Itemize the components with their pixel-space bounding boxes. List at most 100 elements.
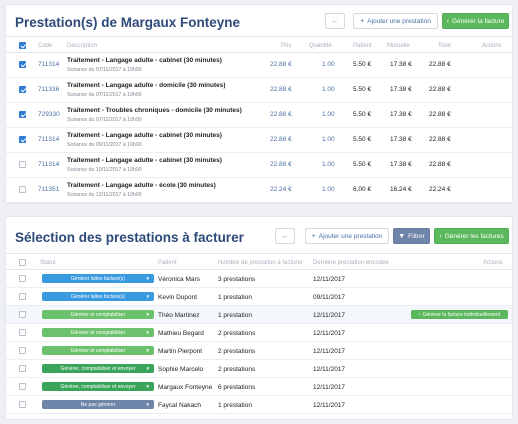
chevron-down-icon: ▼ bbox=[145, 384, 150, 389]
row-checkbox[interactable] bbox=[19, 401, 26, 408]
status-select[interactable]: Générer, comptabiliser et envoyer ▼ bbox=[42, 364, 154, 373]
row-prestation-count: 6 prestations bbox=[218, 384, 256, 391]
row-total: 22.88 € bbox=[429, 111, 451, 118]
chevron-down-icon: ▼ bbox=[145, 366, 150, 371]
row-patient: 5.50 € bbox=[353, 111, 372, 118]
add-prestation-button[interactable]: + Ajouter une prestation bbox=[305, 228, 389, 244]
generate-individual-label: Générer la facture individuellement bbox=[422, 311, 501, 318]
chevron-down-icon: ▼ bbox=[145, 276, 150, 281]
chevron-down-icon: ▼ bbox=[145, 348, 150, 353]
status-label: Générer, comptabiliser et envoyer bbox=[60, 383, 136, 390]
add-prestation-button[interactable]: + Ajouter une prestation bbox=[353, 13, 438, 29]
divider bbox=[6, 269, 512, 270]
status-select[interactable]: Générer et comptabiliser ▼ bbox=[42, 310, 154, 319]
row-last-date: 12/11/2017 bbox=[313, 384, 346, 391]
row-description: Traitement - Troubles chroniques - domic… bbox=[67, 107, 242, 114]
divider bbox=[6, 36, 512, 37]
row-total: 22.88 € bbox=[429, 61, 451, 68]
col-statut: Statut bbox=[40, 260, 56, 266]
status-select[interactable]: Ne pas générer ▼ bbox=[42, 400, 154, 409]
row-code[interactable]: 711314 bbox=[38, 136, 60, 143]
row-code[interactable]: 729330 bbox=[38, 111, 60, 118]
row-patient-name: Sophie Marcelo bbox=[158, 366, 204, 373]
row-checkbox[interactable] bbox=[19, 275, 26, 282]
chevron-down-icon: ▼ bbox=[145, 330, 150, 335]
row-last-date: 12/11/2017 bbox=[313, 276, 346, 283]
row-code[interactable]: 711314 bbox=[38, 61, 60, 68]
row-checkbox[interactable] bbox=[19, 186, 26, 193]
row-quantite: 1.00 bbox=[322, 136, 335, 143]
table-row[interactable]: Générer la/les facture(s) ▼ Véronica Mars 3… bbox=[6, 270, 512, 288]
row-checkbox[interactable] bbox=[19, 111, 26, 118]
row-description: Traitement - Langage adulte - cabinet (3… bbox=[67, 57, 222, 64]
filter-label: Filtrer bbox=[408, 232, 425, 240]
status-select[interactable]: Générer et comptabiliser ▼ bbox=[42, 346, 154, 355]
table-row[interactable]: 711314 Traitement - Langage adulte - cabi… bbox=[6, 153, 512, 178]
generate-invoices-label: Générer les factures bbox=[444, 232, 504, 240]
row-patient-name: Kevin Dupont bbox=[158, 294, 198, 301]
row-patient: 6.00 € bbox=[353, 186, 372, 193]
select-all-checkbox[interactable] bbox=[19, 259, 26, 266]
status-select[interactable]: Générer la/les facture(s) ▼ bbox=[42, 292, 154, 301]
row-checkbox[interactable] bbox=[19, 311, 26, 318]
row-prestation-count: 1 prestation bbox=[218, 402, 252, 409]
row-patient-name: Margaux Fonteyne bbox=[158, 384, 213, 391]
col-actions: Actions bbox=[482, 43, 502, 49]
row-last-date: 12/11/2017 bbox=[313, 330, 346, 337]
selection-card: Sélection des prestations à facturer ← +… bbox=[5, 216, 513, 420]
row-patient-name: Mathieu Begard bbox=[158, 330, 204, 337]
table-row[interactable]: Générer, comptabiliser et envoyer ▼ Sophie… bbox=[6, 360, 512, 378]
row-checkbox[interactable] bbox=[19, 61, 26, 68]
row-checkbox[interactable] bbox=[19, 383, 26, 390]
row-quantite: 1.00 bbox=[322, 61, 335, 68]
table-row[interactable]: Générer et comptabiliser ▼ Martin Pierpont… bbox=[6, 342, 512, 360]
col-total: Total bbox=[438, 43, 451, 49]
table-row[interactable]: Générer, comptabiliser et envoyer ▼ Margau… bbox=[6, 378, 512, 396]
table-row[interactable]: 729330 Traitement - Troubles chroniques -… bbox=[6, 103, 512, 128]
back-button[interactable]: ← bbox=[325, 13, 345, 29]
filter-button[interactable]: ▼ Filtrer bbox=[393, 228, 430, 244]
select-all-checkbox[interactable] bbox=[19, 42, 26, 49]
row-prix: 22.88 € bbox=[270, 136, 292, 143]
row-mutuelle: 17.38 € bbox=[390, 111, 412, 118]
plus-icon: + bbox=[311, 232, 316, 240]
filter-icon: ▼ bbox=[398, 232, 406, 240]
status-select[interactable]: Générer et comptabiliser ▼ bbox=[42, 328, 154, 337]
generate-invoices-button[interactable]: ‹ Générer les factures bbox=[434, 228, 509, 244]
status-label: Générer la/les facture(s) bbox=[71, 293, 125, 300]
status-label: Générer la/les facture(s) bbox=[71, 275, 125, 282]
row-checkbox[interactable] bbox=[19, 365, 26, 372]
table-row[interactable]: 711336 Traitement - Langage adulte - domi… bbox=[6, 78, 512, 103]
row-checkbox[interactable] bbox=[19, 161, 26, 168]
row-checkbox[interactable] bbox=[19, 329, 26, 336]
table-row[interactable]: 711314 Traitement - Langage adulte - cabi… bbox=[6, 53, 512, 78]
row-total: 22.88 € bbox=[429, 136, 451, 143]
table-row[interactable]: Générer la/les facture(s) ▼ Kevin Dupont 1 … bbox=[6, 288, 512, 306]
table-row[interactable]: Générer et comptabiliser ▼ Mathieu Begard 2… bbox=[6, 324, 512, 342]
status-label: Générer et comptabiliser bbox=[70, 311, 126, 318]
row-checkbox[interactable] bbox=[19, 347, 26, 354]
status-select[interactable]: Générer la/les facture(s) ▼ bbox=[42, 274, 154, 283]
table-row[interactable]: Générer et comptabiliser ▼ Théo Martinez 1 … bbox=[6, 306, 512, 324]
table-row[interactable]: Ne pas générer ▼ Faycal Nakach 1 prestation… bbox=[6, 396, 512, 414]
row-checkbox[interactable] bbox=[19, 136, 26, 143]
generate-invoice-button[interactable]: ‹ Générer la facture bbox=[442, 13, 509, 29]
row-code[interactable]: 711336 bbox=[38, 86, 60, 93]
table-row[interactable]: 711351 Traitement - Langage adulte - écol… bbox=[6, 178, 512, 203]
row-last-date: 12/11/2017 bbox=[313, 348, 346, 355]
add-prestation-label: Ajouter une prestation bbox=[367, 17, 431, 25]
row-last-date: 12/11/2017 bbox=[313, 312, 346, 319]
row-total: 22.24 € bbox=[429, 186, 451, 193]
row-checkbox[interactable] bbox=[19, 293, 26, 300]
col-count: Nombre de prestation à facturer bbox=[218, 260, 303, 266]
row-code[interactable]: 711314 bbox=[38, 161, 60, 168]
row-prix: 22.88 € bbox=[270, 111, 292, 118]
row-code[interactable]: 711351 bbox=[38, 186, 60, 193]
back-button[interactable]: ← bbox=[275, 228, 295, 244]
status-select[interactable]: Générer, comptabiliser et envoyer ▼ bbox=[42, 382, 154, 391]
row-patient-name: Théo Martinez bbox=[158, 312, 200, 319]
row-patient-name: Faycal Nakach bbox=[158, 402, 201, 409]
table-row[interactable]: 711314 Traitement - Langage adulte - cabi… bbox=[6, 128, 512, 153]
row-checkbox[interactable] bbox=[19, 86, 26, 93]
generate-individual-invoice-button[interactable]: ‹ Générer la facture individuellement bbox=[411, 310, 508, 319]
